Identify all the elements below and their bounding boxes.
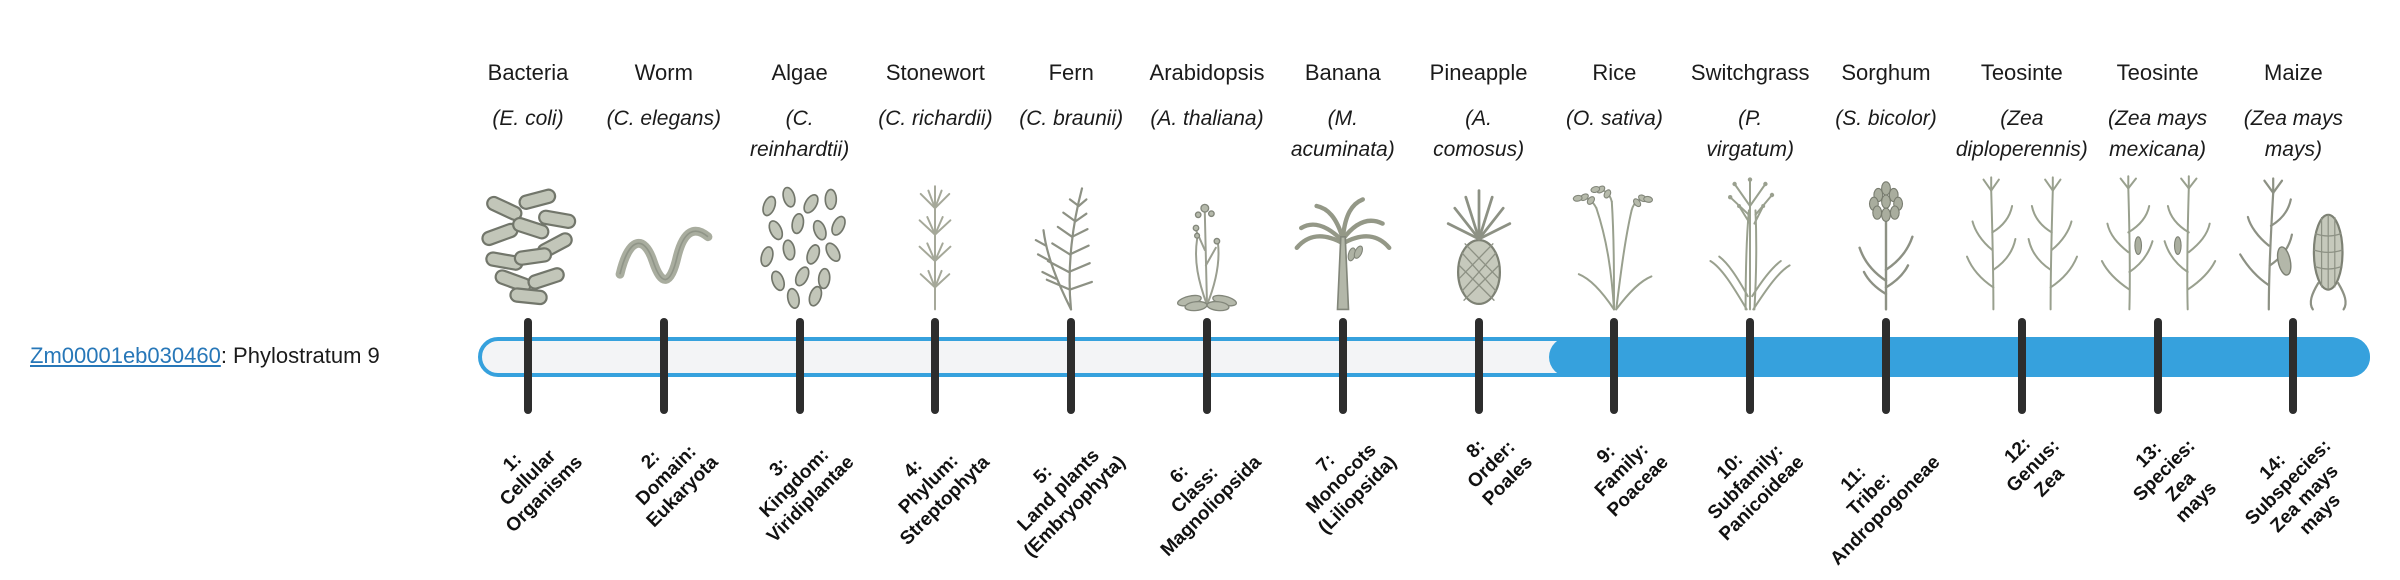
phylostratum-axis-label: 14: Subspecies: Zea mays mays bbox=[2242, 435, 2346, 540]
organism-header: Teosinte (Zea diploperennis) bbox=[1956, 60, 2088, 165]
organism-header: Banana (M. acuminata) bbox=[1291, 60, 1395, 165]
organism-header: Pineapple (A. comosus) bbox=[1430, 60, 1528, 165]
phylostratum-axis-label: 5: Land plants (Embryophyta) bbox=[1013, 445, 1130, 562]
organism-scientific-name: (Zea mays mexicana) bbox=[2108, 107, 2208, 161]
phylostratum-bar-fill bbox=[1549, 337, 2370, 377]
organism-scientific-name: (S. bicolor) bbox=[1835, 107, 1937, 131]
phylostratum-axis-label: 6: Class: Magnoliopsida bbox=[1156, 451, 1266, 561]
phylostratum-axis-label: 2: Domain: Eukaryota bbox=[632, 441, 723, 532]
phylostratum-axis-label: 7: Monocots (Liliopsida) bbox=[1303, 439, 1402, 539]
organism-common-name: Teosinte bbox=[2116, 60, 2199, 85]
organism-common-name: Banana bbox=[1304, 60, 1381, 85]
phylostratum-tick-14 bbox=[2289, 318, 2298, 414]
phylostratum-tick-8 bbox=[1474, 318, 1483, 414]
phylostratum-tick-7 bbox=[1338, 318, 1347, 414]
organism-scientific-name: (O. sativa) bbox=[1565, 107, 1663, 131]
teosinte-mexicana-icon bbox=[2092, 166, 2224, 316]
phylostratum-tick-12 bbox=[2017, 318, 2026, 414]
teosinte-icon bbox=[1956, 166, 2088, 316]
organism-common-name: Teosinte bbox=[1980, 60, 2063, 85]
worm-icon bbox=[609, 166, 719, 316]
organism-scientific-name: (A. thaliana) bbox=[1150, 107, 1264, 131]
organism-scientific-name: (C. reinhardtii) bbox=[749, 107, 850, 161]
organism-header: Rice (O. sativa) bbox=[1566, 60, 1663, 135]
organism-common-name: Sorghum bbox=[1841, 60, 1931, 85]
organism-scientific-name: (P. virgatum) bbox=[1706, 107, 1794, 161]
phylostratum-axis-label: 11: Tribe: Andropogoneae bbox=[1826, 451, 1945, 570]
phylostratum-tick-13 bbox=[2153, 318, 2162, 414]
organism-scientific-name: (E. coli) bbox=[492, 107, 564, 131]
pineapple-icon bbox=[1424, 166, 1534, 316]
phylostratum-tick-6 bbox=[1203, 318, 1211, 414]
organism-header: Arabidopsis (A. thaliana) bbox=[1150, 60, 1265, 135]
gene-phylostratum-text: : Phylostratum 9 bbox=[220, 343, 380, 368]
organism-common-name: Worm bbox=[634, 60, 693, 85]
switchgrass-icon bbox=[1695, 166, 1805, 316]
phylostratum-tick-2 bbox=[659, 318, 668, 414]
organism-common-name: Fern bbox=[1048, 60, 1094, 85]
organism-header: Algae (C. reinhardtii) bbox=[750, 60, 849, 165]
phylostratum-axis-label: 4: Phylum: Streptophyta bbox=[895, 450, 994, 550]
phylostratum-axis-label: 3: Kingdom: Viridiplantae bbox=[755, 444, 859, 547]
organism-scientific-name: (C. richardii) bbox=[878, 107, 993, 131]
phylostratum-tick-1 bbox=[524, 318, 532, 414]
gene-label: Zm00001eb030460: Phylostratum 9 bbox=[30, 343, 380, 369]
phylostratum-tick-4 bbox=[931, 318, 940, 414]
organism-scientific-name: (Zea diploperennis) bbox=[1955, 107, 2088, 161]
sorghum-icon bbox=[1831, 166, 1941, 316]
organism-common-name: Arabidopsis bbox=[1149, 60, 1265, 85]
organism-common-name: Stonewort bbox=[885, 60, 985, 85]
organism-header: Fern (C. braunii) bbox=[1019, 60, 1123, 135]
organism-header: Stonewort (C. richardii) bbox=[878, 60, 992, 135]
organism-scientific-name: (C. elegans) bbox=[606, 107, 721, 131]
phylostratum-tick-9 bbox=[1610, 318, 1619, 414]
gene-id-link[interactable]: Zm00001eb030460 bbox=[30, 343, 221, 368]
fern-icon bbox=[1016, 166, 1126, 316]
organism-scientific-name: (C. braunii) bbox=[1019, 107, 1124, 131]
organism-common-name: Pineapple bbox=[1429, 60, 1528, 85]
stonewort-icon bbox=[880, 166, 990, 316]
phylostratum-axis-label: 1: Cellular Organisms bbox=[496, 446, 587, 537]
rice-icon bbox=[1559, 166, 1669, 316]
organism-header: Maize (Zea mays mays) bbox=[2244, 60, 2343, 165]
phylostratum-axis-label: 13: Species: Zea mays bbox=[2130, 435, 2222, 528]
organism-header: Sorghum (S. bicolor) bbox=[1835, 60, 1937, 135]
phylostratum-tick-11 bbox=[1882, 318, 1890, 414]
organism-scientific-name: (A. comosus) bbox=[1433, 107, 1525, 161]
phylostratum-tick-3 bbox=[795, 318, 804, 414]
organism-common-name: Bacteria bbox=[487, 60, 569, 85]
organism-header: Worm (C. elegans) bbox=[607, 60, 721, 135]
organism-scientific-name: (Zea mays mays) bbox=[2243, 107, 2343, 161]
organism-header: Bacteria (E. coli) bbox=[488, 60, 569, 135]
algae-icon bbox=[745, 166, 855, 316]
phylostratum-tick-10 bbox=[1746, 318, 1755, 414]
phylostratum-axis-label: 9: Family: Poaceae bbox=[1591, 439, 1673, 522]
organism-header: Teosinte (Zea mays mexicana) bbox=[2108, 60, 2207, 165]
organism-common-name: Algae bbox=[771, 60, 828, 85]
phylostratum-tick-5 bbox=[1067, 318, 1076, 414]
maize-icon bbox=[2227, 166, 2359, 316]
bacteria-icon bbox=[473, 166, 583, 316]
phylostratum-axis-label: 10: Subfamily: Panicoideae bbox=[1704, 440, 1809, 545]
organism-common-name: Maize bbox=[2264, 60, 2323, 85]
organism-common-name: Switchgrass bbox=[1690, 60, 1810, 85]
arabidopsis-icon bbox=[1152, 166, 1262, 316]
organism-header: Switchgrass (P. virgatum) bbox=[1691, 60, 1810, 165]
banana-icon bbox=[1288, 166, 1398, 316]
organism-scientific-name: (M. acuminata) bbox=[1290, 107, 1395, 161]
organism-common-name: Rice bbox=[1592, 60, 1637, 85]
phylostratum-axis-label: 12: Genus: Zea bbox=[2000, 433, 2069, 502]
phylostratum-axis-label: 8: Order: Poales bbox=[1462, 435, 1538, 510]
